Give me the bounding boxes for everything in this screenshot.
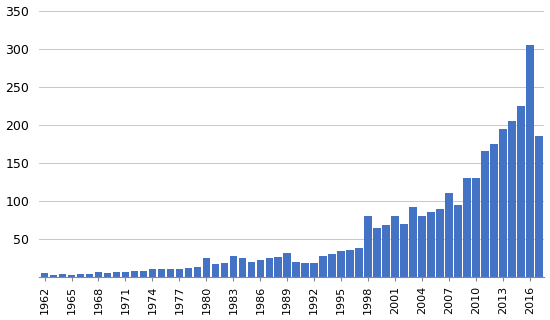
Bar: [436, 209, 444, 277]
Bar: [274, 257, 282, 277]
Bar: [508, 121, 516, 277]
Bar: [158, 269, 165, 277]
Bar: [535, 136, 543, 277]
Bar: [283, 253, 291, 277]
Bar: [167, 269, 174, 277]
Bar: [41, 273, 48, 277]
Bar: [212, 264, 219, 277]
Bar: [338, 251, 345, 277]
Bar: [185, 268, 192, 277]
Bar: [365, 216, 372, 277]
Bar: [373, 228, 381, 277]
Bar: [409, 207, 417, 277]
Bar: [194, 267, 201, 277]
Bar: [355, 248, 363, 277]
Bar: [122, 272, 129, 277]
Bar: [256, 260, 264, 277]
Bar: [248, 262, 255, 277]
Bar: [59, 274, 67, 277]
Bar: [419, 216, 426, 277]
Bar: [140, 271, 147, 277]
Bar: [454, 205, 462, 277]
Bar: [517, 106, 525, 277]
Bar: [446, 193, 453, 277]
Bar: [103, 273, 111, 277]
Bar: [293, 262, 300, 277]
Bar: [239, 258, 246, 277]
Bar: [499, 129, 507, 277]
Bar: [221, 263, 228, 277]
Bar: [229, 256, 237, 277]
Bar: [382, 225, 390, 277]
Bar: [175, 269, 183, 277]
Bar: [400, 224, 408, 277]
Bar: [95, 272, 102, 277]
Bar: [68, 275, 75, 277]
Bar: [148, 269, 156, 277]
Bar: [86, 274, 94, 277]
Bar: [131, 271, 138, 277]
Bar: [490, 144, 498, 277]
Bar: [320, 256, 327, 277]
Bar: [526, 45, 534, 277]
Bar: [301, 263, 309, 277]
Bar: [76, 274, 84, 277]
Bar: [310, 263, 318, 277]
Bar: [346, 250, 354, 277]
Bar: [481, 151, 489, 277]
Bar: [113, 272, 120, 277]
Bar: [427, 212, 435, 277]
Bar: [392, 216, 399, 277]
Bar: [50, 275, 57, 277]
Bar: [328, 254, 336, 277]
Bar: [266, 258, 273, 277]
Bar: [202, 258, 210, 277]
Bar: [463, 178, 471, 277]
Bar: [472, 178, 480, 277]
